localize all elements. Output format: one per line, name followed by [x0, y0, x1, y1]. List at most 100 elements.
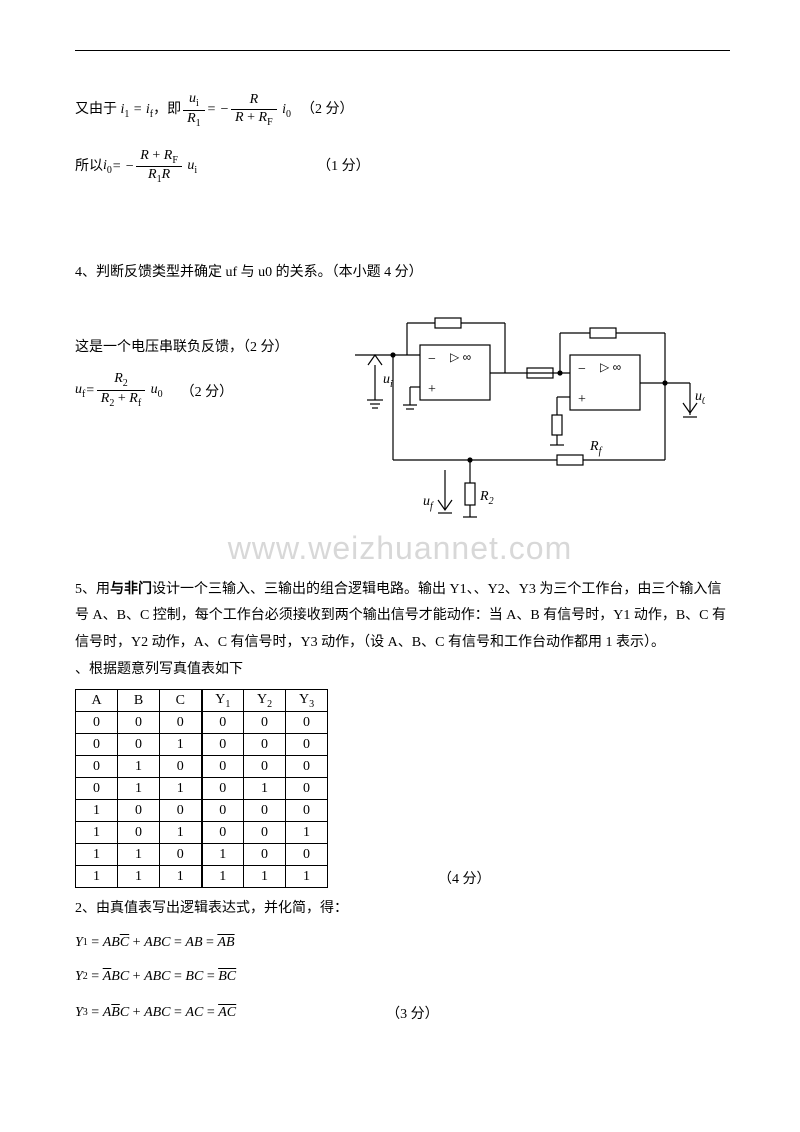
- truth-cell: 0: [202, 778, 244, 800]
- table-row: 000000: [76, 712, 328, 734]
- sub: F: [267, 117, 273, 128]
- truth-cell: 0: [76, 778, 118, 800]
- num: R: [114, 371, 123, 386]
- truth-cell: 1: [76, 800, 118, 822]
- truth-cell: 1: [76, 866, 118, 888]
- nand-gate-bold: 与非门: [110, 580, 152, 596]
- sub: f: [430, 501, 434, 512]
- truth-cell: 1: [118, 756, 160, 778]
- truth-cell: 0: [118, 734, 160, 756]
- problem-5-line2: 号 A、B、C 控制，每个工作台必须接收到两个输出信号才能动作：当 A、B 有信…: [75, 603, 730, 630]
- truth-cell: 1: [202, 844, 244, 866]
- amp1-plus: +: [428, 382, 436, 397]
- eq-sign: = −: [207, 97, 229, 124]
- equation-uf: uf = R2 R2 + Rf u0 （2 分）: [75, 371, 335, 410]
- amp2-plus: +: [578, 392, 586, 407]
- amp2-minus: −: [578, 362, 586, 377]
- term-ddbar: BC: [218, 969, 236, 984]
- truth-cell: 0: [118, 800, 160, 822]
- problem-4-text: 这是一个电压串联负反馈，（2 分）: [75, 335, 335, 362]
- den-b: R: [162, 167, 171, 182]
- term: ABC: [144, 935, 170, 951]
- term-ddbar: AC: [218, 1005, 236, 1020]
- score-2: （2 分）: [301, 97, 354, 124]
- plus: +: [114, 391, 129, 406]
- text-prefix: 所以: [75, 154, 103, 181]
- equation-y2: Y2 = ABC + ABC = BC = BC: [75, 969, 730, 985]
- term: BC: [185, 969, 203, 985]
- table-row: 100000: [76, 800, 328, 822]
- score-2: （2 分）: [181, 381, 234, 401]
- den: R: [187, 111, 196, 126]
- text-prefix: 又由于: [75, 97, 117, 124]
- problem-4-title: 4、判断反馈类型并确定 uf 与 u0 的关系。（本小题 4 分）: [75, 260, 730, 287]
- truth-cell: 0: [244, 712, 286, 734]
- den-b: R: [129, 391, 138, 406]
- var: Y: [75, 935, 83, 951]
- term: BC: [111, 969, 129, 985]
- term-bar: C: [120, 935, 129, 951]
- truth-cell: 1: [160, 778, 202, 800]
- truth-cell: 0: [160, 800, 202, 822]
- truth-header: Y1: [202, 690, 244, 712]
- svg-text:Rf: Rf: [589, 439, 603, 457]
- term: C: [120, 1005, 129, 1021]
- plus: +: [244, 110, 259, 125]
- term: AB: [185, 935, 202, 951]
- equation-y1: Y1 = ABC + ABC = AB = AB: [75, 935, 730, 951]
- table-row: 001000: [76, 734, 328, 756]
- truth-table-intro: 、根据题意列写真值表如下: [75, 657, 730, 684]
- text: 设计一个三输入、三输出的组合逻辑电路。输出 Y1、、Y2、Y3 为三个工作台，由…: [152, 582, 721, 597]
- num-a: R: [140, 148, 149, 163]
- term-bar: B: [111, 1005, 120, 1021]
- amp2-sym: ▷ ∞: [600, 360, 621, 374]
- term: ABC: [144, 1005, 170, 1021]
- truth-cell: 0: [160, 844, 202, 866]
- sub: F: [172, 154, 178, 165]
- truth-cell: 0: [244, 756, 286, 778]
- truth-cell: 0: [160, 756, 202, 778]
- var: u: [75, 382, 82, 397]
- table-row: 101001: [76, 822, 328, 844]
- term: AB: [103, 935, 120, 951]
- amp1-minus: −: [428, 352, 436, 367]
- sub-1: 1: [124, 109, 129, 120]
- truth-cell: 1: [202, 866, 244, 888]
- svg-text:ui: ui: [383, 372, 393, 390]
- den-a: R: [148, 167, 157, 182]
- truth-header: B: [118, 690, 160, 712]
- fraction-r-rrf: R R + RF: [231, 92, 277, 129]
- sub: 2: [123, 378, 128, 389]
- sub: f: [138, 398, 141, 409]
- table-row: 010000: [76, 756, 328, 778]
- eq-sign: =: [85, 383, 94, 399]
- truth-cell: 0: [202, 800, 244, 822]
- sub: 1: [196, 118, 201, 129]
- problem-4-body: 这是一个电压串联负反馈，（2 分） uf = R2 R2 + Rf u0 （2 …: [75, 305, 730, 535]
- top-rule: [75, 50, 730, 51]
- num: u: [189, 91, 196, 106]
- truth-cell: 0: [244, 844, 286, 866]
- truth-cell: 0: [202, 734, 244, 756]
- truth-cell: 1: [160, 822, 202, 844]
- fraction-r2-r2rf: R2 R2 + Rf: [97, 371, 145, 410]
- equation-line-2: 所以 i0 = − R + RF R1R ui （1 分）: [75, 148, 730, 187]
- truth-cell: 1: [118, 866, 160, 888]
- fraction-ui-r1: ui R1: [183, 91, 205, 130]
- truth-cell: 0: [286, 712, 328, 734]
- truth-cell: 0: [76, 756, 118, 778]
- truth-cell: 0: [118, 712, 160, 734]
- circuit-diagram: ▷ ∞ − + ▷ ∞ − +: [335, 305, 705, 535]
- truth-cell: 1: [286, 866, 328, 888]
- sub: f: [599, 446, 603, 457]
- table-row: 110100: [76, 844, 328, 866]
- sub: 2: [489, 496, 494, 507]
- truth-cell: 1: [118, 778, 160, 800]
- text-comma: ，即: [153, 97, 181, 124]
- label-uo: u: [695, 389, 702, 404]
- var: u: [151, 382, 158, 397]
- truth-cell: 1: [244, 778, 286, 800]
- truth-header: A: [76, 690, 118, 712]
- truth-header: C: [160, 690, 202, 712]
- truth-cell: 0: [202, 822, 244, 844]
